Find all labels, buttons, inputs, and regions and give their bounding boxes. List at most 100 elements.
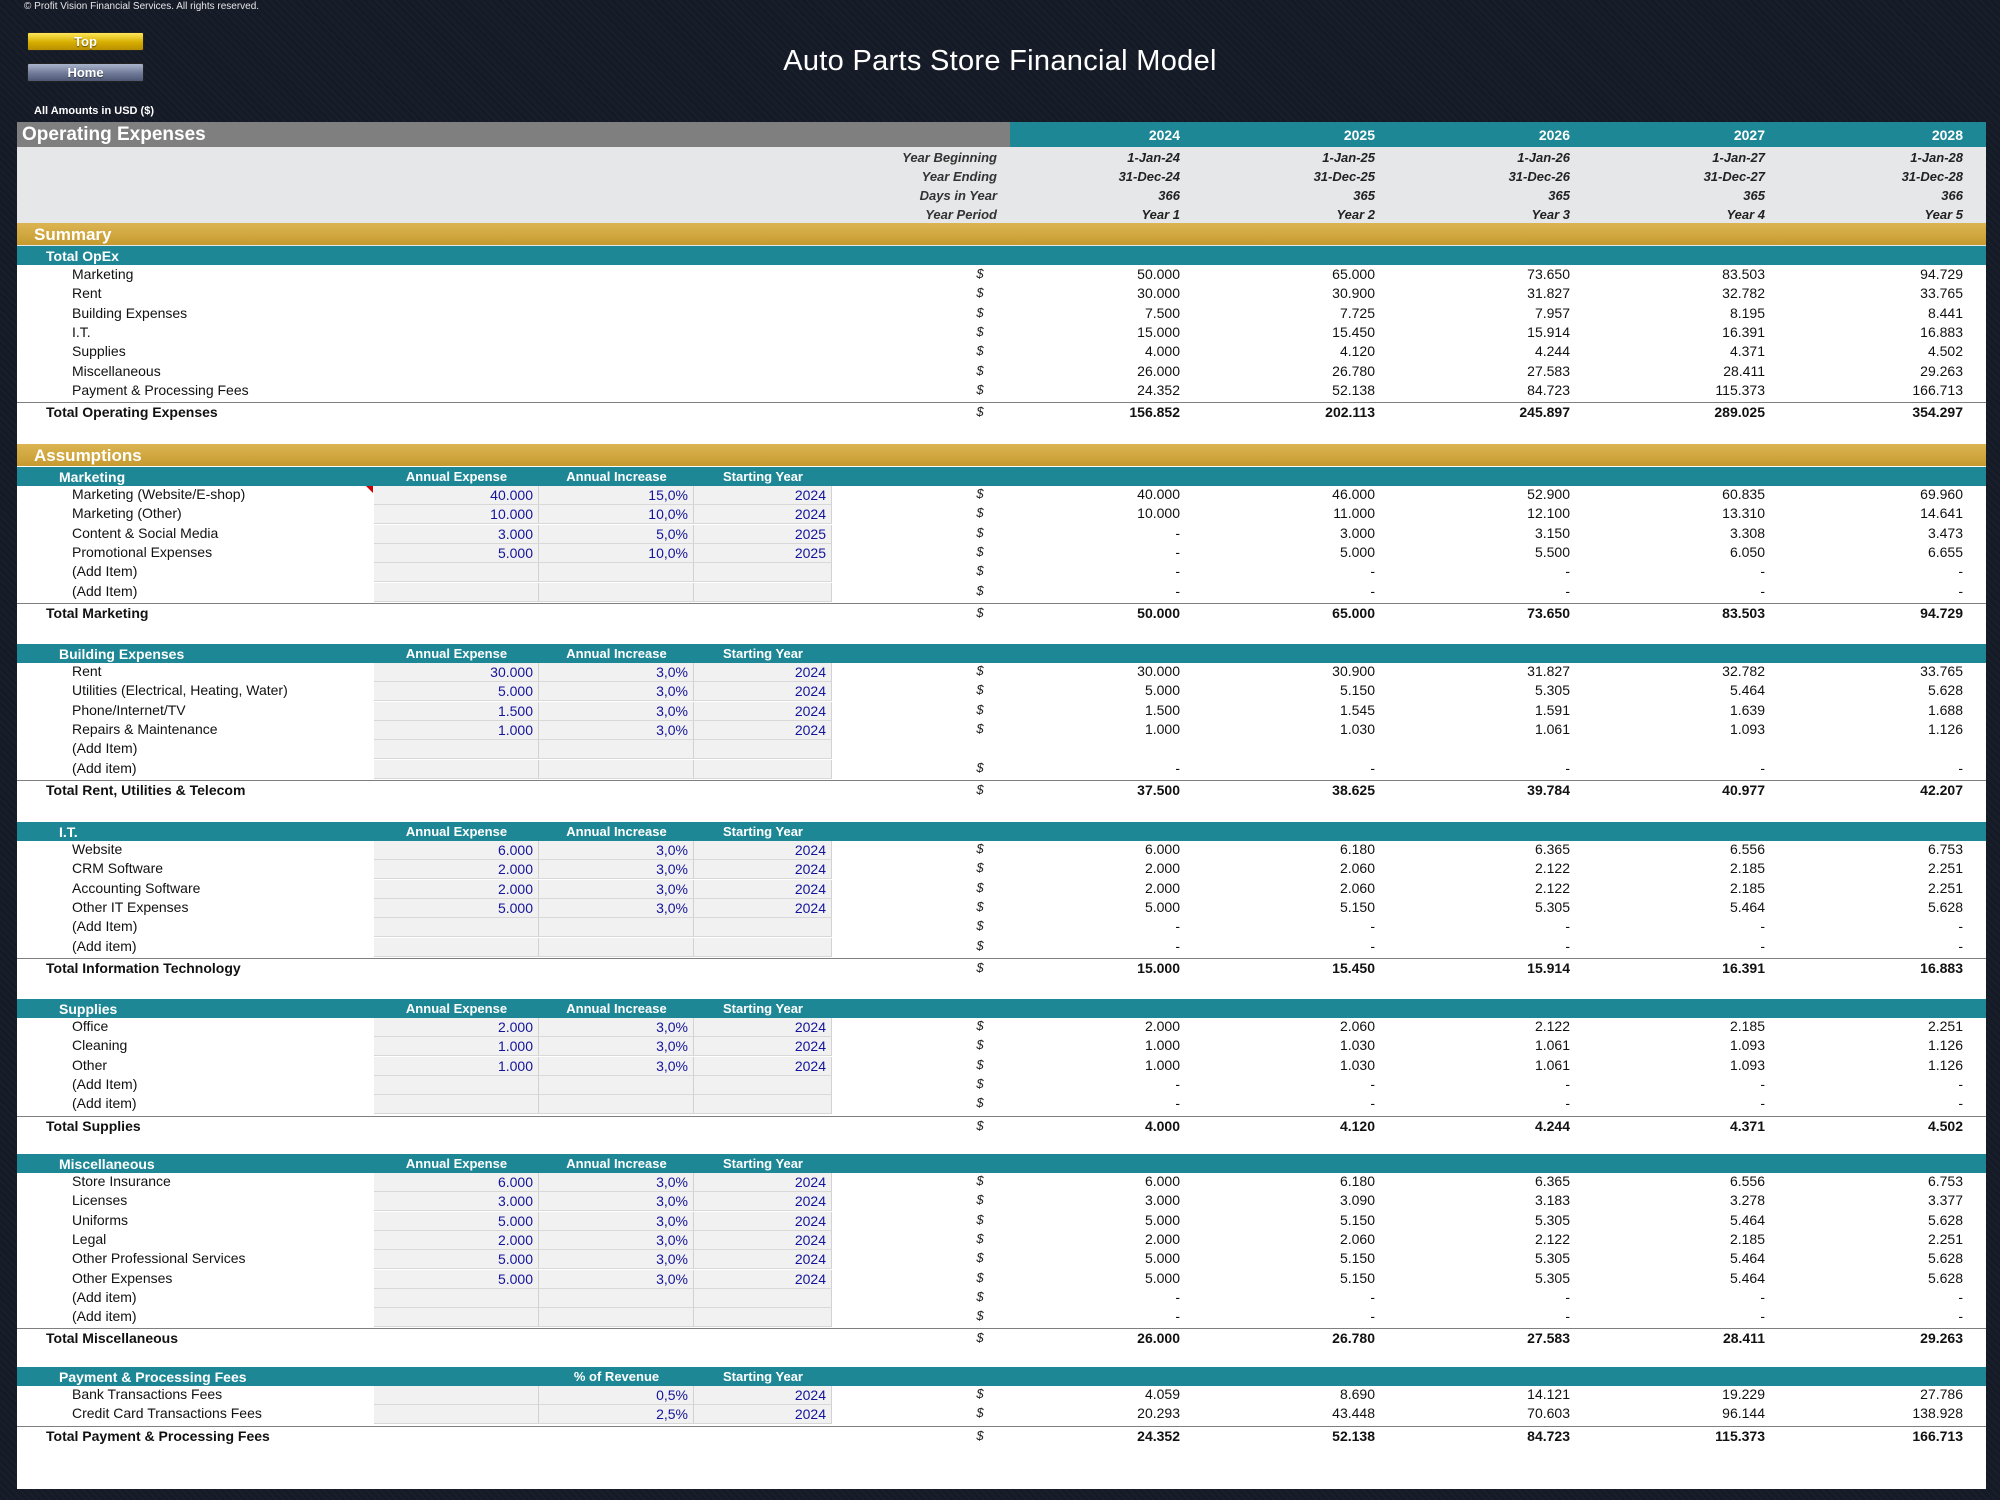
input-cell[interactable]: 5.000 <box>374 898 539 918</box>
input-cell[interactable]: 2024 <box>694 682 832 702</box>
input-cell[interactable]: 2024 <box>694 505 832 525</box>
input-cell[interactable] <box>539 1288 694 1308</box>
input-cell[interactable] <box>374 582 539 602</box>
input-cell[interactable] <box>539 582 694 602</box>
input-cell[interactable]: 2024 <box>694 1230 832 1250</box>
input-cell[interactable]: 2,5% <box>539 1405 694 1425</box>
input-cell[interactable] <box>539 563 694 583</box>
input-cell[interactable]: 3,0% <box>539 701 694 721</box>
input-cell[interactable] <box>694 918 832 938</box>
input-cell[interactable] <box>694 1308 832 1328</box>
input-cell[interactable]: 1.000 <box>374 1037 539 1057</box>
input-cell[interactable]: 2024 <box>694 486 832 505</box>
input-cell[interactable]: 2024 <box>694 1405 832 1425</box>
input-cell[interactable]: 10.000 <box>374 505 539 525</box>
input-cell[interactable]: 3,0% <box>539 1250 694 1270</box>
input-cell[interactable] <box>374 1075 539 1095</box>
input-cell[interactable]: 2.000 <box>374 1230 539 1250</box>
input-cell[interactable]: 3,0% <box>539 1230 694 1250</box>
input-cell[interactable]: 5.000 <box>374 1269 539 1289</box>
input-cell[interactable]: 5.000 <box>374 1211 539 1231</box>
input-cell[interactable] <box>374 1386 539 1405</box>
input-cell[interactable]: 2025 <box>694 524 832 544</box>
input-cell[interactable]: 3,0% <box>539 663 694 682</box>
input-cell[interactable]: 2024 <box>694 1211 832 1231</box>
input-cell[interactable]: 2.000 <box>374 879 539 899</box>
input-cell[interactable]: 3,0% <box>539 898 694 918</box>
top-button[interactable]: Top <box>27 32 144 51</box>
input-cell[interactable] <box>539 1075 694 1095</box>
input-cell[interactable]: 2024 <box>694 1386 832 1405</box>
input-cell[interactable] <box>374 918 539 938</box>
input-cell[interactable]: 3,0% <box>539 860 694 880</box>
input-cell[interactable]: 2024 <box>694 841 832 860</box>
input-cell[interactable] <box>539 918 694 938</box>
input-cell[interactable]: 1.500 <box>374 701 539 721</box>
input-cell[interactable]: 2024 <box>694 720 832 740</box>
input-cell[interactable]: 40.000 <box>374 486 539 505</box>
input-cell[interactable] <box>694 1075 832 1095</box>
input-cell[interactable] <box>694 937 832 957</box>
input-cell[interactable]: 1.000 <box>374 1056 539 1076</box>
input-cell[interactable]: 5,0% <box>539 524 694 544</box>
input-cell[interactable]: 3,0% <box>539 682 694 702</box>
input-cell[interactable] <box>539 1308 694 1328</box>
input-cell[interactable] <box>374 937 539 957</box>
input-cell[interactable]: 2024 <box>694 663 832 682</box>
input-cell[interactable]: 2024 <box>694 1192 832 1212</box>
input-cell[interactable]: 0,5% <box>539 1386 694 1405</box>
input-cell[interactable] <box>694 759 832 779</box>
input-cell[interactable]: 3,0% <box>539 1056 694 1076</box>
input-cell[interactable]: 3.000 <box>374 1192 539 1212</box>
input-cell[interactable]: 2024 <box>694 860 832 880</box>
input-cell[interactable]: 2024 <box>694 1250 832 1270</box>
input-cell[interactable]: 3.000 <box>374 524 539 544</box>
input-cell[interactable] <box>539 937 694 957</box>
input-cell[interactable] <box>694 1288 832 1308</box>
input-cell[interactable]: 10,0% <box>539 505 694 525</box>
input-cell[interactable]: 2024 <box>694 879 832 899</box>
input-cell[interactable]: 10,0% <box>539 543 694 563</box>
input-cell[interactable] <box>694 563 832 583</box>
input-cell[interactable] <box>374 1405 539 1425</box>
input-cell[interactable]: 2024 <box>694 1269 832 1289</box>
input-cell[interactable] <box>694 1095 832 1115</box>
input-cell[interactable]: 2024 <box>694 701 832 721</box>
input-cell[interactable]: 2025 <box>694 543 832 563</box>
input-cell[interactable]: 2024 <box>694 1173 832 1192</box>
input-cell[interactable]: 3,0% <box>539 1037 694 1057</box>
input-cell[interactable]: 2024 <box>694 1037 832 1057</box>
input-cell[interactable] <box>374 740 539 760</box>
input-cell[interactable]: 2024 <box>694 1056 832 1076</box>
input-cell[interactable]: 1.000 <box>374 720 539 740</box>
input-cell[interactable]: 6.000 <box>374 1173 539 1192</box>
input-cell[interactable] <box>374 563 539 583</box>
input-cell[interactable]: 5.000 <box>374 1250 539 1270</box>
input-cell[interactable] <box>374 1095 539 1115</box>
input-cell[interactable]: 5.000 <box>374 682 539 702</box>
input-cell[interactable]: 3,0% <box>539 720 694 740</box>
input-cell[interactable] <box>539 1095 694 1115</box>
input-cell[interactable] <box>539 740 694 760</box>
input-cell[interactable]: 3,0% <box>539 1173 694 1192</box>
input-cell[interactable] <box>694 582 832 602</box>
input-cell[interactable]: 3,0% <box>539 1211 694 1231</box>
input-cell[interactable]: 2.000 <box>374 1018 539 1037</box>
input-cell[interactable]: 3,0% <box>539 1269 694 1289</box>
input-cell[interactable]: 3,0% <box>539 879 694 899</box>
home-button[interactable]: Home <box>27 63 144 82</box>
input-cell[interactable]: 2024 <box>694 1018 832 1037</box>
input-cell[interactable]: 30.000 <box>374 663 539 682</box>
input-cell[interactable]: 3,0% <box>539 841 694 860</box>
input-cell[interactable] <box>374 759 539 779</box>
input-cell[interactable] <box>374 1288 539 1308</box>
input-cell[interactable] <box>374 1308 539 1328</box>
input-cell[interactable]: 2024 <box>694 898 832 918</box>
input-cell[interactable] <box>539 759 694 779</box>
input-cell[interactable]: 15,0% <box>539 486 694 505</box>
input-cell[interactable]: 5.000 <box>374 543 539 563</box>
input-cell[interactable] <box>694 740 832 760</box>
input-cell[interactable]: 3,0% <box>539 1192 694 1212</box>
input-cell[interactable]: 2.000 <box>374 860 539 880</box>
input-cell[interactable]: 3,0% <box>539 1018 694 1037</box>
